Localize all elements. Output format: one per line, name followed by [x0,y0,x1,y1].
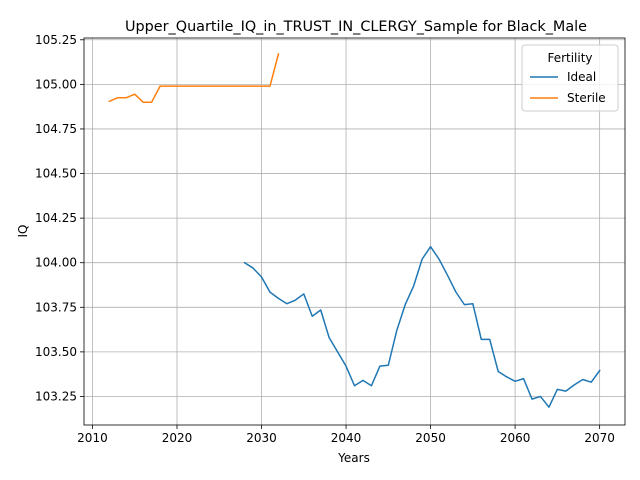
x-axis-label: Years [337,451,370,465]
y-tick-label: 104.00 [35,256,77,270]
x-tick-label: 2010 [77,431,108,445]
y-tick-label: 105.00 [35,77,77,91]
x-axis: 2010 2020 2030 2040 2050 2060 2070 [77,425,615,445]
legend-label-sterile: Sterile [567,91,606,105]
grid-lines [84,38,625,425]
x-tick-label: 2060 [500,431,531,445]
y-tick-label: 104.25 [35,211,77,225]
chart-title: Upper_Quartile_IQ_in_TRUST_IN_CLERGY_Sam… [125,19,587,35]
plot-area-frame [83,37,626,426]
legend-box [521,44,619,112]
legend: Fertility Ideal Sterile [521,44,619,112]
x-tick-label: 2050 [415,431,446,445]
y-tick-label: 104.50 [35,167,77,181]
x-tick-label: 2040 [331,431,362,445]
y-tick-label: 103.50 [35,345,77,359]
y-axis-label: IQ [16,225,30,238]
y-tick-label: 104.75 [35,122,77,136]
y-axis: 103.25 103.50 103.75 104.00 104.25 104.50 104.… [35,33,84,403]
series-lines [108,53,601,408]
x-tick-label: 2070 [584,431,615,445]
y-tick-label: 105.25 [35,33,77,47]
x-tick-label: 2020 [162,431,193,445]
series-line-ideal [243,245,601,408]
y-tick-label: 103.25 [35,389,77,403]
x-tick-label: 2030 [246,431,277,445]
legend-title: Fertility [547,51,592,65]
y-tick-label: 103.75 [35,300,77,314]
legend-label-ideal: Ideal [567,70,596,84]
series-line-sterile [108,53,280,103]
